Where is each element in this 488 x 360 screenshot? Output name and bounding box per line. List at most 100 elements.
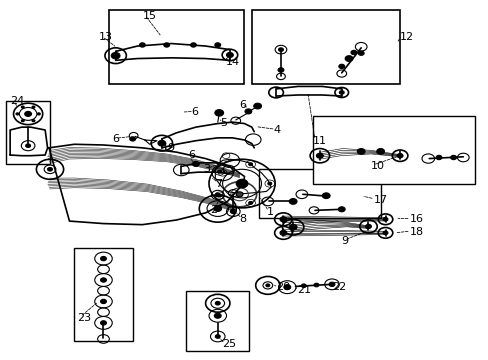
Circle shape <box>365 224 371 229</box>
Circle shape <box>350 50 356 55</box>
Circle shape <box>358 51 364 55</box>
Circle shape <box>190 43 196 47</box>
Text: 9: 9 <box>341 236 348 246</box>
Circle shape <box>244 109 251 114</box>
Circle shape <box>338 207 345 212</box>
Circle shape <box>25 111 31 116</box>
Text: 19: 19 <box>162 143 176 153</box>
Circle shape <box>288 199 296 204</box>
Text: 12: 12 <box>399 32 413 42</box>
Circle shape <box>215 301 220 305</box>
Circle shape <box>101 299 106 303</box>
Circle shape <box>139 43 145 47</box>
Text: 3: 3 <box>203 164 210 174</box>
Circle shape <box>163 43 169 47</box>
Bar <box>259 169 380 217</box>
Circle shape <box>192 161 199 166</box>
Circle shape <box>301 284 305 288</box>
Text: 6: 6 <box>112 134 119 144</box>
Circle shape <box>158 140 165 146</box>
Circle shape <box>382 217 387 221</box>
Circle shape <box>217 194 221 197</box>
Circle shape <box>248 202 252 204</box>
Bar <box>186 291 249 351</box>
Circle shape <box>215 335 220 338</box>
Circle shape <box>236 179 247 188</box>
Text: 17: 17 <box>372 195 386 204</box>
Circle shape <box>32 120 35 122</box>
Circle shape <box>213 206 221 211</box>
Circle shape <box>101 278 106 282</box>
Circle shape <box>316 153 323 158</box>
Circle shape <box>21 106 24 108</box>
Text: 8: 8 <box>239 214 246 224</box>
Text: 5: 5 <box>220 118 227 128</box>
Text: 25: 25 <box>222 339 236 349</box>
Circle shape <box>322 193 329 199</box>
Text: 18: 18 <box>409 227 423 237</box>
Circle shape <box>214 313 221 318</box>
Circle shape <box>248 163 252 166</box>
Bar <box>109 10 244 84</box>
Circle shape <box>111 53 120 59</box>
Text: 6: 6 <box>188 150 195 160</box>
Text: 6: 6 <box>191 107 198 117</box>
Circle shape <box>101 321 106 325</box>
Circle shape <box>288 224 296 230</box>
Bar <box>6 102 50 164</box>
Circle shape <box>267 182 271 185</box>
Circle shape <box>226 53 233 58</box>
Bar <box>74 248 132 341</box>
Text: 14: 14 <box>225 57 240 67</box>
Text: 13: 13 <box>99 32 112 42</box>
Circle shape <box>236 192 243 197</box>
Circle shape <box>339 91 344 94</box>
Circle shape <box>16 113 19 115</box>
Circle shape <box>32 106 35 108</box>
Circle shape <box>376 149 384 154</box>
Circle shape <box>357 149 365 154</box>
Text: 24: 24 <box>10 96 24 107</box>
Circle shape <box>280 230 286 235</box>
Circle shape <box>265 284 269 287</box>
Text: 21: 21 <box>296 285 310 295</box>
Circle shape <box>101 256 106 261</box>
Circle shape <box>47 167 52 171</box>
Text: 6: 6 <box>239 100 246 110</box>
Text: 11: 11 <box>312 136 326 146</box>
Bar <box>251 10 399 84</box>
Text: 22: 22 <box>331 282 346 292</box>
Circle shape <box>328 282 334 287</box>
Text: 7: 7 <box>215 179 222 189</box>
Circle shape <box>284 285 290 290</box>
Circle shape <box>21 120 24 122</box>
Circle shape <box>278 48 283 51</box>
Circle shape <box>37 113 40 115</box>
Circle shape <box>435 156 441 159</box>
Circle shape <box>26 144 30 148</box>
Circle shape <box>129 137 135 141</box>
Circle shape <box>338 64 344 68</box>
Text: 10: 10 <box>370 161 384 171</box>
Circle shape <box>396 154 402 158</box>
Circle shape <box>214 110 223 116</box>
Circle shape <box>278 68 284 72</box>
Circle shape <box>215 193 220 197</box>
Text: 2: 2 <box>210 205 217 215</box>
Circle shape <box>450 156 456 159</box>
Circle shape <box>313 283 318 287</box>
Circle shape <box>214 43 220 47</box>
Circle shape <box>253 103 261 109</box>
Circle shape <box>382 231 387 235</box>
Bar <box>312 116 474 184</box>
Text: 20: 20 <box>276 282 290 292</box>
Text: 15: 15 <box>142 11 156 21</box>
Circle shape <box>230 209 236 213</box>
Text: 16: 16 <box>409 214 423 224</box>
Circle shape <box>345 56 352 62</box>
Text: 4: 4 <box>273 125 280 135</box>
Circle shape <box>280 217 286 222</box>
Text: 1: 1 <box>266 207 273 217</box>
Text: 23: 23 <box>77 312 91 323</box>
Circle shape <box>217 170 221 173</box>
